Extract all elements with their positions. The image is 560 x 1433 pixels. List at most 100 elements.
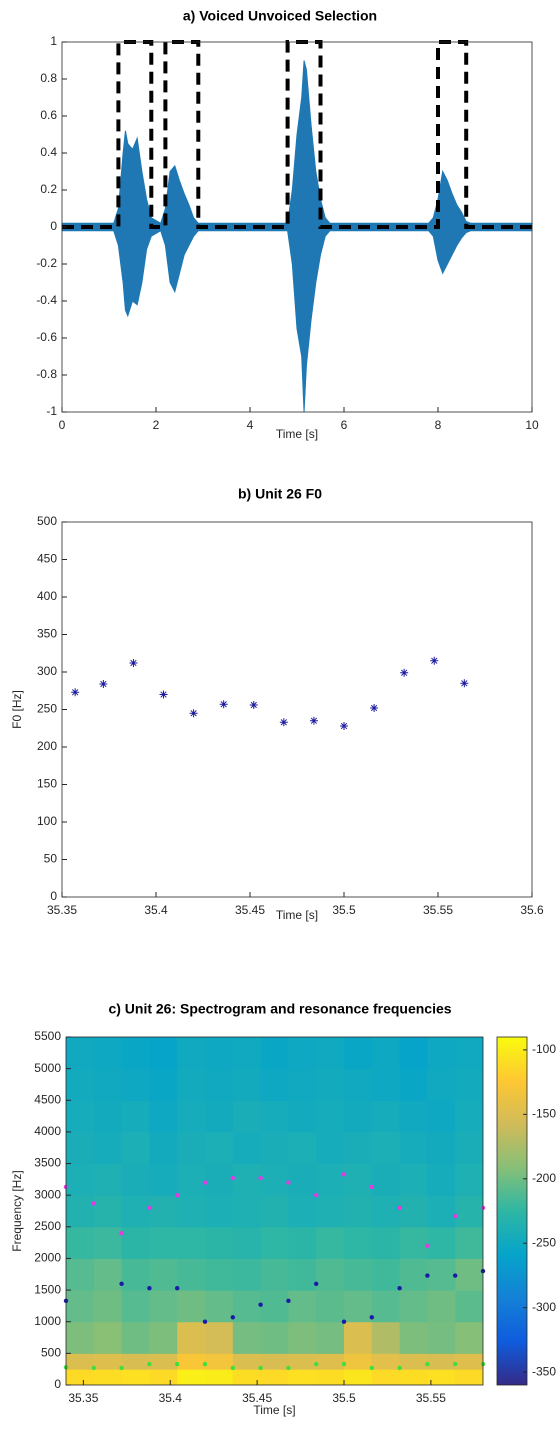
heatmap-cell <box>344 1037 373 1070</box>
colorbar-tick-label: -250 <box>532 1235 556 1249</box>
heatmap-cell <box>66 1068 95 1101</box>
heatmap-cell <box>427 1100 456 1133</box>
heatmap-cell <box>371 1258 401 1291</box>
heatmap-cell <box>427 1226 456 1259</box>
heatmap-cell <box>455 1369 483 1385</box>
heatmap-cell <box>66 1037 95 1070</box>
heatmap-cell <box>121 1163 150 1196</box>
heatmap-cell <box>427 1321 456 1354</box>
resonance-point <box>91 1201 97 1206</box>
y-tick-label: 200 <box>37 739 57 753</box>
heatmap-cell <box>399 1290 428 1323</box>
heatmap-cell <box>66 1258 95 1291</box>
f0-marker <box>279 718 288 727</box>
heatmap-cell <box>371 1163 401 1196</box>
heatmap-cell <box>371 1100 401 1133</box>
heatmap-cell <box>427 1353 456 1370</box>
heatmap-cell <box>455 1258 483 1291</box>
y-axis-label: F0 [Hz] <box>10 690 24 729</box>
resonance-point <box>286 1365 291 1371</box>
heatmap-cell <box>149 1353 178 1370</box>
f0-marker <box>129 659 138 667</box>
heatmap-cell <box>288 1258 317 1291</box>
heatmap-cell <box>288 1353 317 1370</box>
waveform <box>61 60 533 228</box>
heatmap-cell <box>149 1037 178 1070</box>
heatmap-cell <box>316 1258 345 1291</box>
heatmap-cell <box>177 1258 206 1291</box>
x-tick-label: 35.35 <box>68 1391 98 1405</box>
x-tick-label: 35.35 <box>47 903 77 917</box>
heatmap-cell <box>177 1100 206 1133</box>
heatmap-cell <box>316 1353 345 1370</box>
x-tick-label: 0 <box>59 418 66 432</box>
heatmap-cell <box>399 1037 428 1070</box>
resonance-point <box>453 1213 458 1219</box>
heatmap-cell <box>121 1290 150 1323</box>
resonance-point <box>369 1184 374 1190</box>
x-axis-label: Time [s] <box>276 427 318 441</box>
resonance-point <box>453 1273 458 1278</box>
heatmap-cell <box>316 1163 345 1196</box>
heatmap-cell <box>288 1290 317 1323</box>
y-tick-label: 0.6 <box>40 108 57 122</box>
heatmap-cell <box>232 1353 262 1370</box>
heatmap-cell <box>316 1290 345 1323</box>
heatmap-cell <box>427 1369 456 1385</box>
heatmap-cell <box>288 1131 317 1165</box>
heatmap-cell <box>288 1321 317 1354</box>
heatmap-cell <box>260 1068 289 1101</box>
heatmap-cell <box>149 1131 178 1165</box>
heatmap-cell <box>232 1226 262 1259</box>
heatmap-cell <box>66 1369 95 1385</box>
resonance-point <box>425 1273 430 1278</box>
x-tick-label: 35.4 <box>159 1391 183 1405</box>
heatmap-cell <box>232 1290 262 1323</box>
f0-marker <box>400 668 409 677</box>
y-axis-label: Frequency [Hz] <box>10 1170 24 1251</box>
heatmap-cell <box>316 1226 345 1259</box>
resonance-point <box>258 1175 263 1181</box>
heatmap-cell <box>93 1353 123 1370</box>
resonance-point <box>230 1315 235 1320</box>
resonance-point <box>202 1361 208 1367</box>
heatmap-cell <box>177 1037 206 1070</box>
heatmap-cell <box>288 1100 317 1133</box>
y-tick-label: 2500 <box>34 1219 61 1233</box>
heatmap-cell <box>399 1226 428 1259</box>
heatmap-cell <box>205 1353 234 1370</box>
heatmap-cell <box>93 1226 123 1259</box>
heatmap-cell <box>66 1226 95 1259</box>
x-tick-label: 6 <box>341 418 348 432</box>
y-tick-label: 100 <box>37 814 57 828</box>
heatmap-cell <box>316 1195 345 1228</box>
heatmap-cell <box>66 1321 95 1354</box>
heatmap-cell <box>427 1068 456 1101</box>
heatmap-cell <box>427 1163 456 1196</box>
heatmap-cell <box>399 1068 428 1101</box>
heatmap-cell <box>149 1369 178 1385</box>
waveform <box>61 226 533 413</box>
heatmap-cell <box>371 1290 401 1323</box>
x-tick-label: 4 <box>247 418 254 432</box>
heatmap-cell <box>344 1290 373 1323</box>
x-tick-label: 35.55 <box>423 903 453 917</box>
heatmap-cell <box>455 1163 483 1196</box>
heatmap-cell <box>427 1131 456 1165</box>
heatmap-cell <box>260 1258 289 1291</box>
heatmap-cell <box>344 1369 373 1385</box>
heatmap-cell <box>177 1195 206 1228</box>
x-axis-label: Time [s] <box>253 1403 295 1417</box>
heatmap-cell <box>121 1195 150 1228</box>
heatmap-cell <box>260 1353 289 1370</box>
heatmap-cell <box>149 1068 178 1101</box>
heatmap-cell <box>66 1163 95 1196</box>
heatmap-cell <box>371 1195 401 1228</box>
y-tick-label: -0.4 <box>36 293 57 307</box>
heatmap-cell <box>232 1037 262 1070</box>
resonance-point <box>286 1298 291 1304</box>
chart-title: b) Unit 26 F0 <box>238 486 322 502</box>
y-tick-label: 500 <box>37 514 57 528</box>
x-tick-label: 35.55 <box>416 1391 446 1405</box>
heatmap-cell <box>205 1037 234 1070</box>
